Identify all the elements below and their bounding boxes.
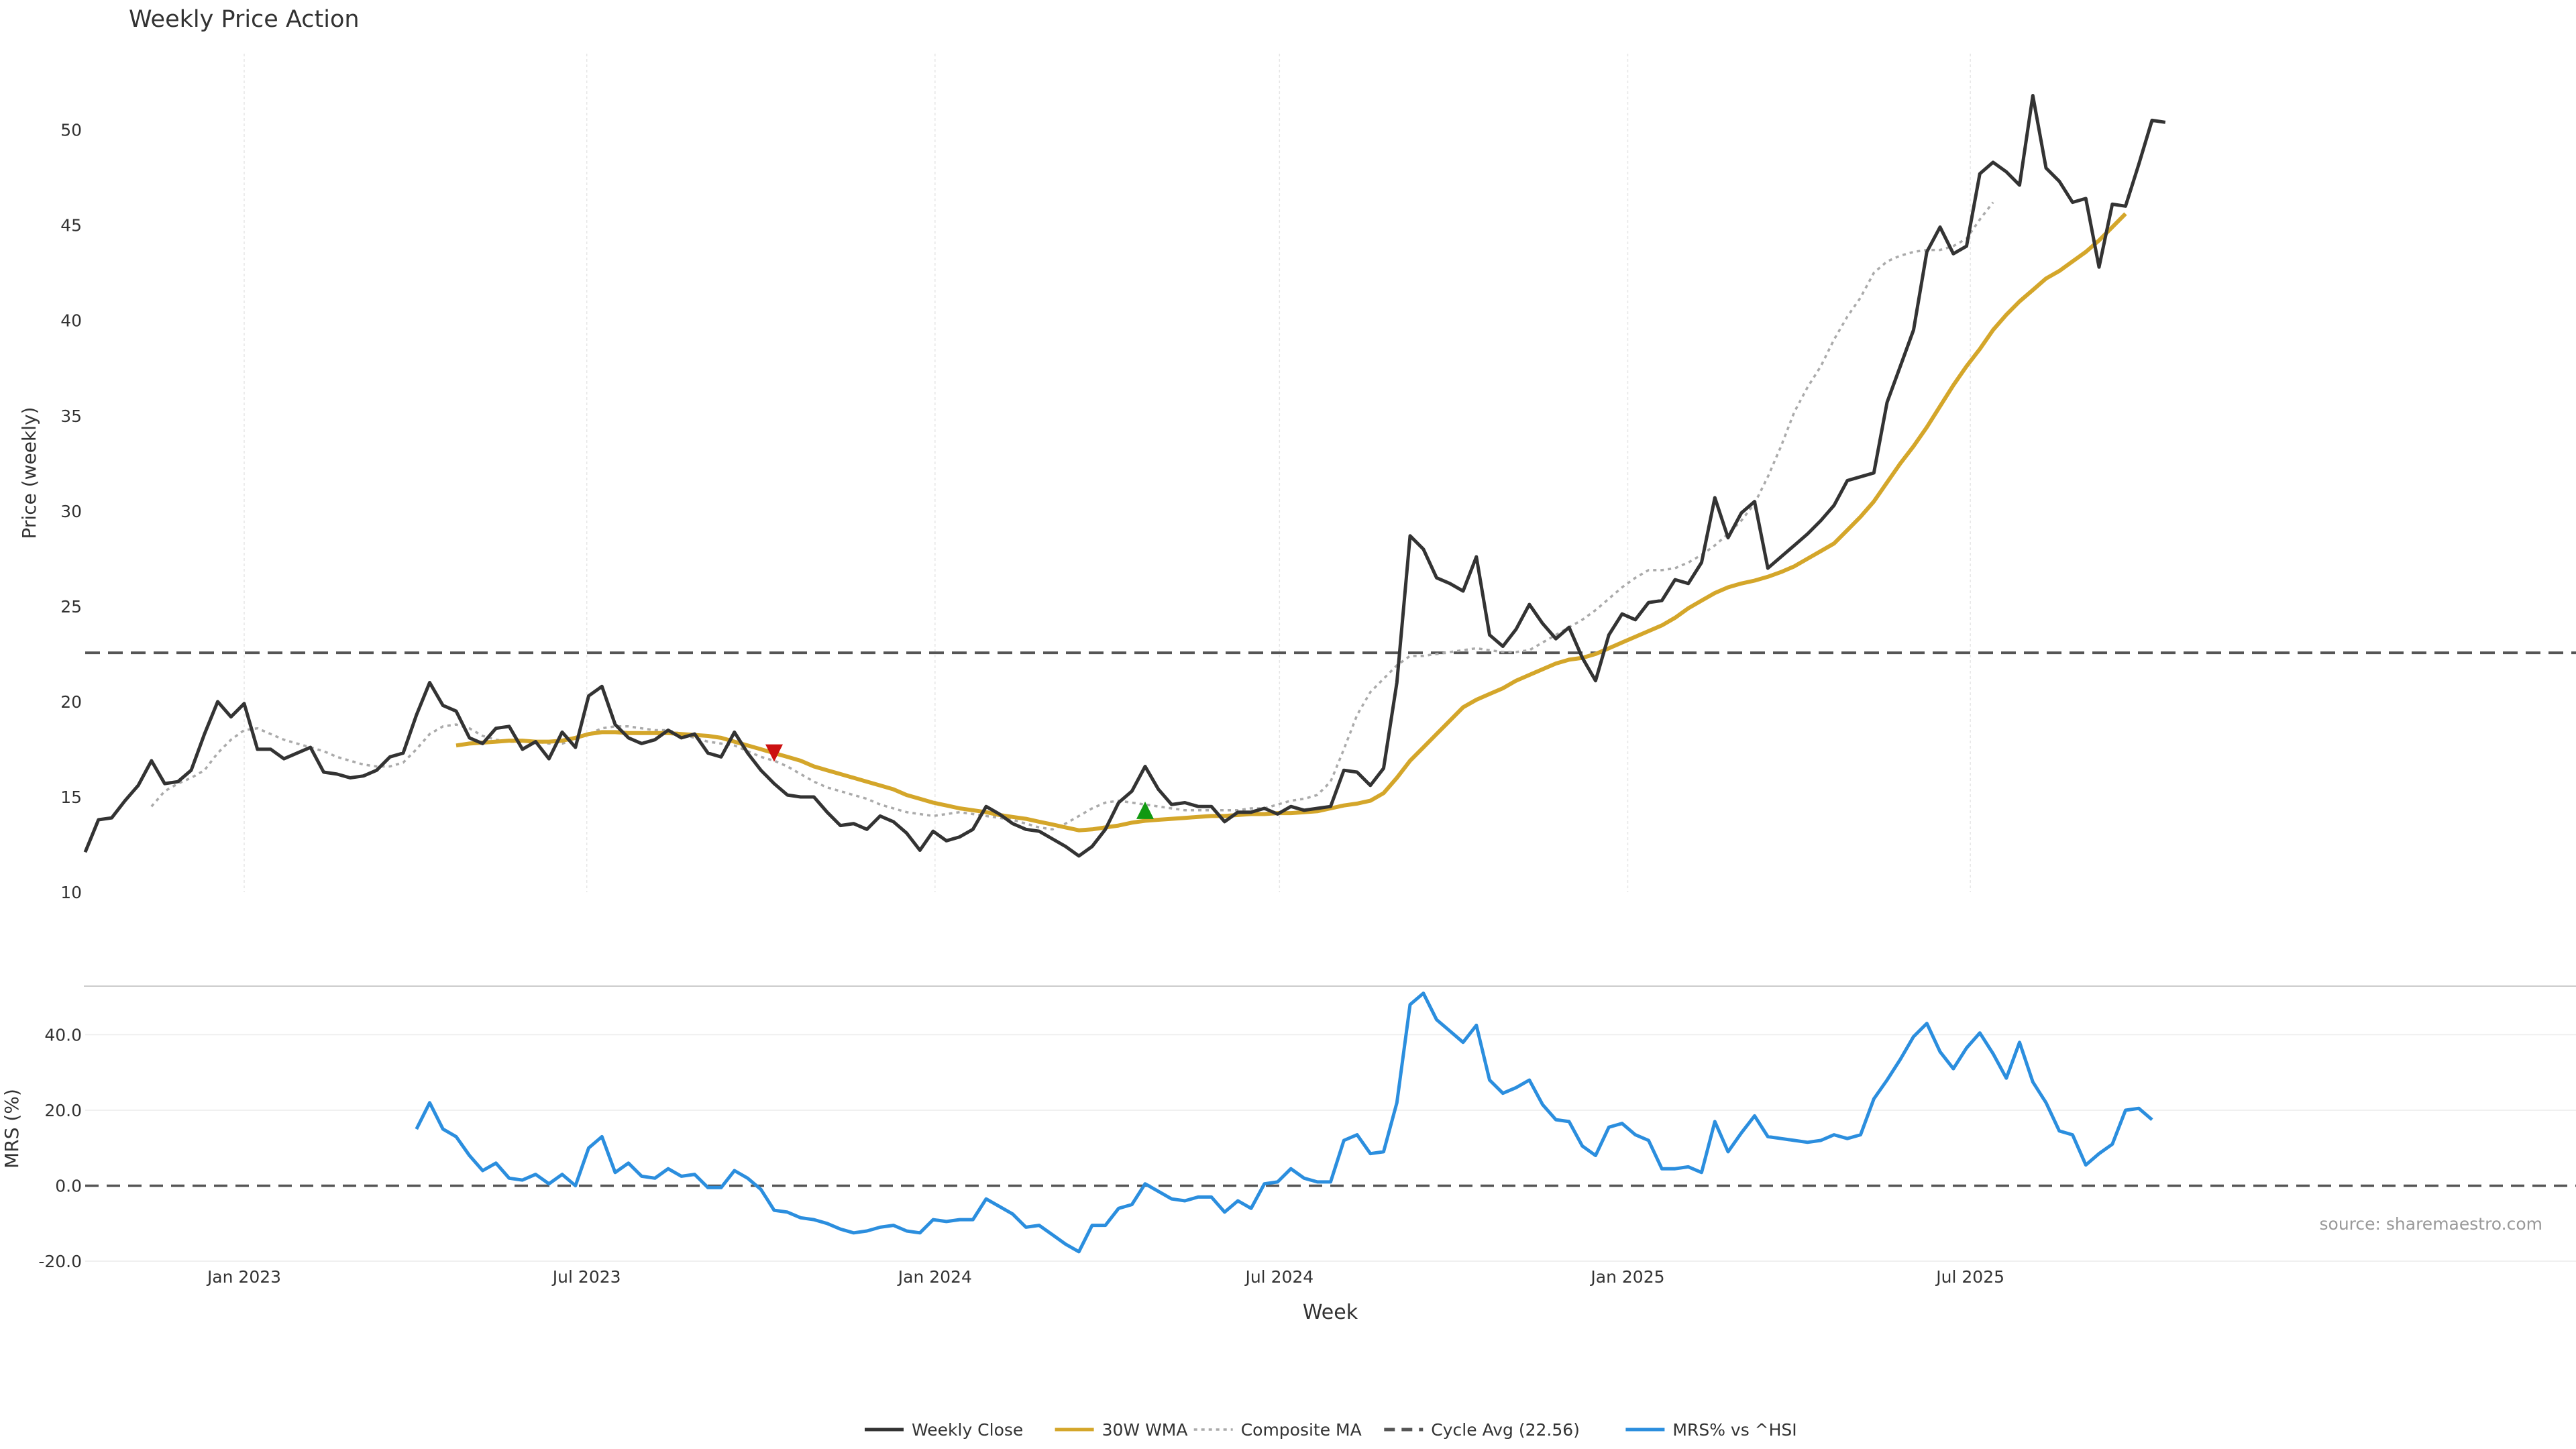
mrs-y-tick-label: 20.0 bbox=[44, 1101, 82, 1120]
mrs-y-axis-ticks: -20.0 0.0 20.0 40.0 bbox=[38, 1026, 82, 1272]
weekly-close-line bbox=[83, 94, 2166, 858]
x-tick-label: Jul 2024 bbox=[1244, 1267, 1313, 1287]
mrs-y-tick-label: 0.0 bbox=[55, 1177, 82, 1196]
price-y-tick-label: 45 bbox=[60, 216, 82, 235]
x-tick-label: Jul 2025 bbox=[1935, 1267, 2004, 1287]
price-y-tick-label: 25 bbox=[60, 597, 82, 616]
price-panel-grid bbox=[244, 54, 1971, 892]
price-y-axis-label: Price (weekly) bbox=[18, 407, 40, 539]
chart-legend: Weekly Close 30W WMA Composite MA Cycle Avg… bbox=[865, 1420, 1797, 1440]
legend-label: MRS% vs ^HSI bbox=[1672, 1420, 1796, 1440]
price-y-tick-label: 50 bbox=[60, 121, 82, 140]
chart-title: Weekly Price Action bbox=[129, 6, 360, 33]
wma-30w-line bbox=[455, 212, 2127, 833]
legend-label: Composite MA bbox=[1241, 1420, 1362, 1440]
composite-ma-line bbox=[150, 201, 1994, 831]
price-y-tick-label: 30 bbox=[60, 502, 82, 521]
buy-signal-marker bbox=[1136, 801, 1154, 819]
legend-label: Weekly Close bbox=[912, 1420, 1023, 1440]
x-tick-label: Jul 2023 bbox=[551, 1267, 621, 1287]
price-y-axis-ticks: 10 15 20 25 30 35 40 45 50 bbox=[60, 121, 82, 902]
x-tick-label: Jan 2024 bbox=[897, 1267, 972, 1287]
price-y-tick-label: 10 bbox=[60, 883, 82, 902]
price-y-tick-label: 20 bbox=[60, 692, 82, 712]
signal-markers bbox=[765, 744, 1154, 819]
price-y-tick-label: 35 bbox=[60, 407, 82, 426]
legend-label: Cycle Avg (22.56) bbox=[1431, 1420, 1580, 1440]
source-credit: source: sharemaestro.com bbox=[2320, 1214, 2543, 1234]
price-y-tick-label: 40 bbox=[60, 311, 82, 331]
mrs-series-line bbox=[85, 991, 2576, 1254]
x-tick-label: Jan 2025 bbox=[1589, 1267, 1664, 1287]
mrs-y-tick-label: -20.0 bbox=[38, 1252, 82, 1271]
price-y-tick-label: 15 bbox=[60, 788, 82, 807]
mrs-line bbox=[415, 991, 2153, 1254]
mrs-panel-grid bbox=[85, 1034, 2576, 1262]
x-tick-label: Jan 2023 bbox=[206, 1267, 281, 1287]
sell-signal-marker bbox=[765, 744, 783, 762]
x-axis-label: Week bbox=[1303, 1301, 1358, 1324]
x-axis-ticks: Jan 2023 Jul 2023 Jan 2024 Jul 2024 Jan 2025… bbox=[206, 1267, 2004, 1287]
legend-label: 30W WMA bbox=[1102, 1420, 1188, 1440]
price-series-lines bbox=[83, 94, 2576, 858]
mrs-y-tick-label: 40.0 bbox=[44, 1026, 82, 1045]
mrs-y-axis-label: MRS (%) bbox=[1, 1089, 23, 1169]
